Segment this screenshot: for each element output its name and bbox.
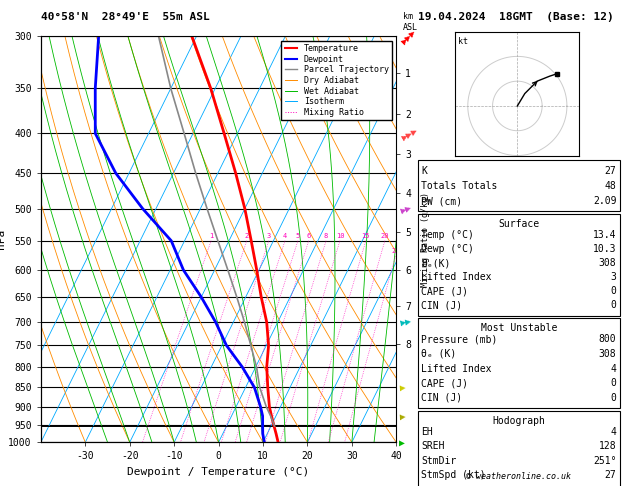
Text: kt: kt bbox=[458, 36, 468, 46]
Text: ▶▶▶: ▶▶▶ bbox=[399, 27, 419, 46]
Text: 5: 5 bbox=[296, 233, 300, 239]
Text: 25: 25 bbox=[391, 248, 400, 254]
Text: EH: EH bbox=[421, 427, 433, 437]
Text: Lifted Index: Lifted Index bbox=[421, 364, 492, 374]
Text: 19.04.2024  18GMT  (Base: 12): 19.04.2024 18GMT (Base: 12) bbox=[418, 12, 614, 22]
Text: 27: 27 bbox=[604, 470, 616, 481]
Text: Temp (°C): Temp (°C) bbox=[421, 230, 474, 240]
Text: CIN (J): CIN (J) bbox=[421, 393, 462, 403]
Text: 3: 3 bbox=[611, 272, 616, 282]
Text: 4: 4 bbox=[283, 233, 287, 239]
Text: 48: 48 bbox=[604, 181, 616, 191]
Text: 10: 10 bbox=[336, 233, 344, 239]
Text: 251°: 251° bbox=[593, 456, 616, 466]
Text: 4: 4 bbox=[611, 427, 616, 437]
Text: ▶: ▶ bbox=[399, 437, 405, 447]
Text: 128: 128 bbox=[599, 441, 616, 451]
Y-axis label: hPa: hPa bbox=[0, 229, 6, 249]
Text: 4: 4 bbox=[611, 364, 616, 374]
Legend: Temperature, Dewpoint, Parcel Trajectory, Dry Adiabat, Wet Adiabat, Isotherm, Mi: Temperature, Dewpoint, Parcel Trajectory… bbox=[281, 41, 392, 120]
Text: 40°58'N  28°49'E  55m ASL: 40°58'N 28°49'E 55m ASL bbox=[41, 12, 209, 22]
Text: 3: 3 bbox=[267, 233, 271, 239]
Text: © weatheronline.co.uk: © weatheronline.co.uk bbox=[467, 472, 571, 481]
Text: 13.4: 13.4 bbox=[593, 230, 616, 240]
Text: CAPE (J): CAPE (J) bbox=[421, 378, 469, 388]
Text: 10.3: 10.3 bbox=[593, 244, 616, 254]
Text: ▶: ▶ bbox=[399, 382, 406, 393]
Text: Lifted Index: Lifted Index bbox=[421, 272, 492, 282]
Text: Pressure (mb): Pressure (mb) bbox=[421, 334, 498, 345]
Text: 0: 0 bbox=[611, 378, 616, 388]
Text: 800: 800 bbox=[599, 334, 616, 345]
Text: 15: 15 bbox=[362, 233, 370, 239]
Text: ▶: ▶ bbox=[399, 411, 406, 421]
Text: 20: 20 bbox=[381, 233, 389, 239]
Text: 2: 2 bbox=[245, 233, 249, 239]
Text: 308: 308 bbox=[599, 349, 616, 359]
Text: θₑ (K): θₑ (K) bbox=[421, 349, 457, 359]
Text: Surface: Surface bbox=[498, 219, 540, 229]
Text: km
ASL: km ASL bbox=[403, 12, 418, 32]
Text: 8: 8 bbox=[324, 233, 328, 239]
Text: 2.09: 2.09 bbox=[593, 196, 616, 207]
Text: 0: 0 bbox=[611, 393, 616, 403]
Text: Mixing Ratio (g/kg): Mixing Ratio (g/kg) bbox=[421, 192, 430, 287]
Text: 0: 0 bbox=[611, 286, 616, 296]
Text: SREH: SREH bbox=[421, 441, 445, 451]
X-axis label: Dewpoint / Temperature (°C): Dewpoint / Temperature (°C) bbox=[128, 467, 309, 477]
Text: 308: 308 bbox=[599, 258, 616, 268]
Text: CIN (J): CIN (J) bbox=[421, 300, 462, 311]
Text: 6: 6 bbox=[306, 233, 311, 239]
Text: 0: 0 bbox=[611, 300, 616, 311]
Text: K: K bbox=[421, 166, 427, 176]
Text: ▶▶: ▶▶ bbox=[399, 202, 414, 215]
Text: ▶▶▶: ▶▶▶ bbox=[399, 125, 420, 142]
Text: Totals Totals: Totals Totals bbox=[421, 181, 498, 191]
Text: 1: 1 bbox=[209, 233, 213, 239]
Text: 27: 27 bbox=[604, 166, 616, 176]
Text: ▶▶: ▶▶ bbox=[399, 316, 413, 328]
Text: StmSpd (kt): StmSpd (kt) bbox=[421, 470, 486, 481]
Text: Most Unstable: Most Unstable bbox=[481, 323, 557, 333]
Text: CAPE (J): CAPE (J) bbox=[421, 286, 469, 296]
Text: θₑ(K): θₑ(K) bbox=[421, 258, 451, 268]
Text: Hodograph: Hodograph bbox=[493, 416, 545, 426]
Text: StmDir: StmDir bbox=[421, 456, 457, 466]
Text: Dewp (°C): Dewp (°C) bbox=[421, 244, 474, 254]
Text: PW (cm): PW (cm) bbox=[421, 196, 462, 207]
